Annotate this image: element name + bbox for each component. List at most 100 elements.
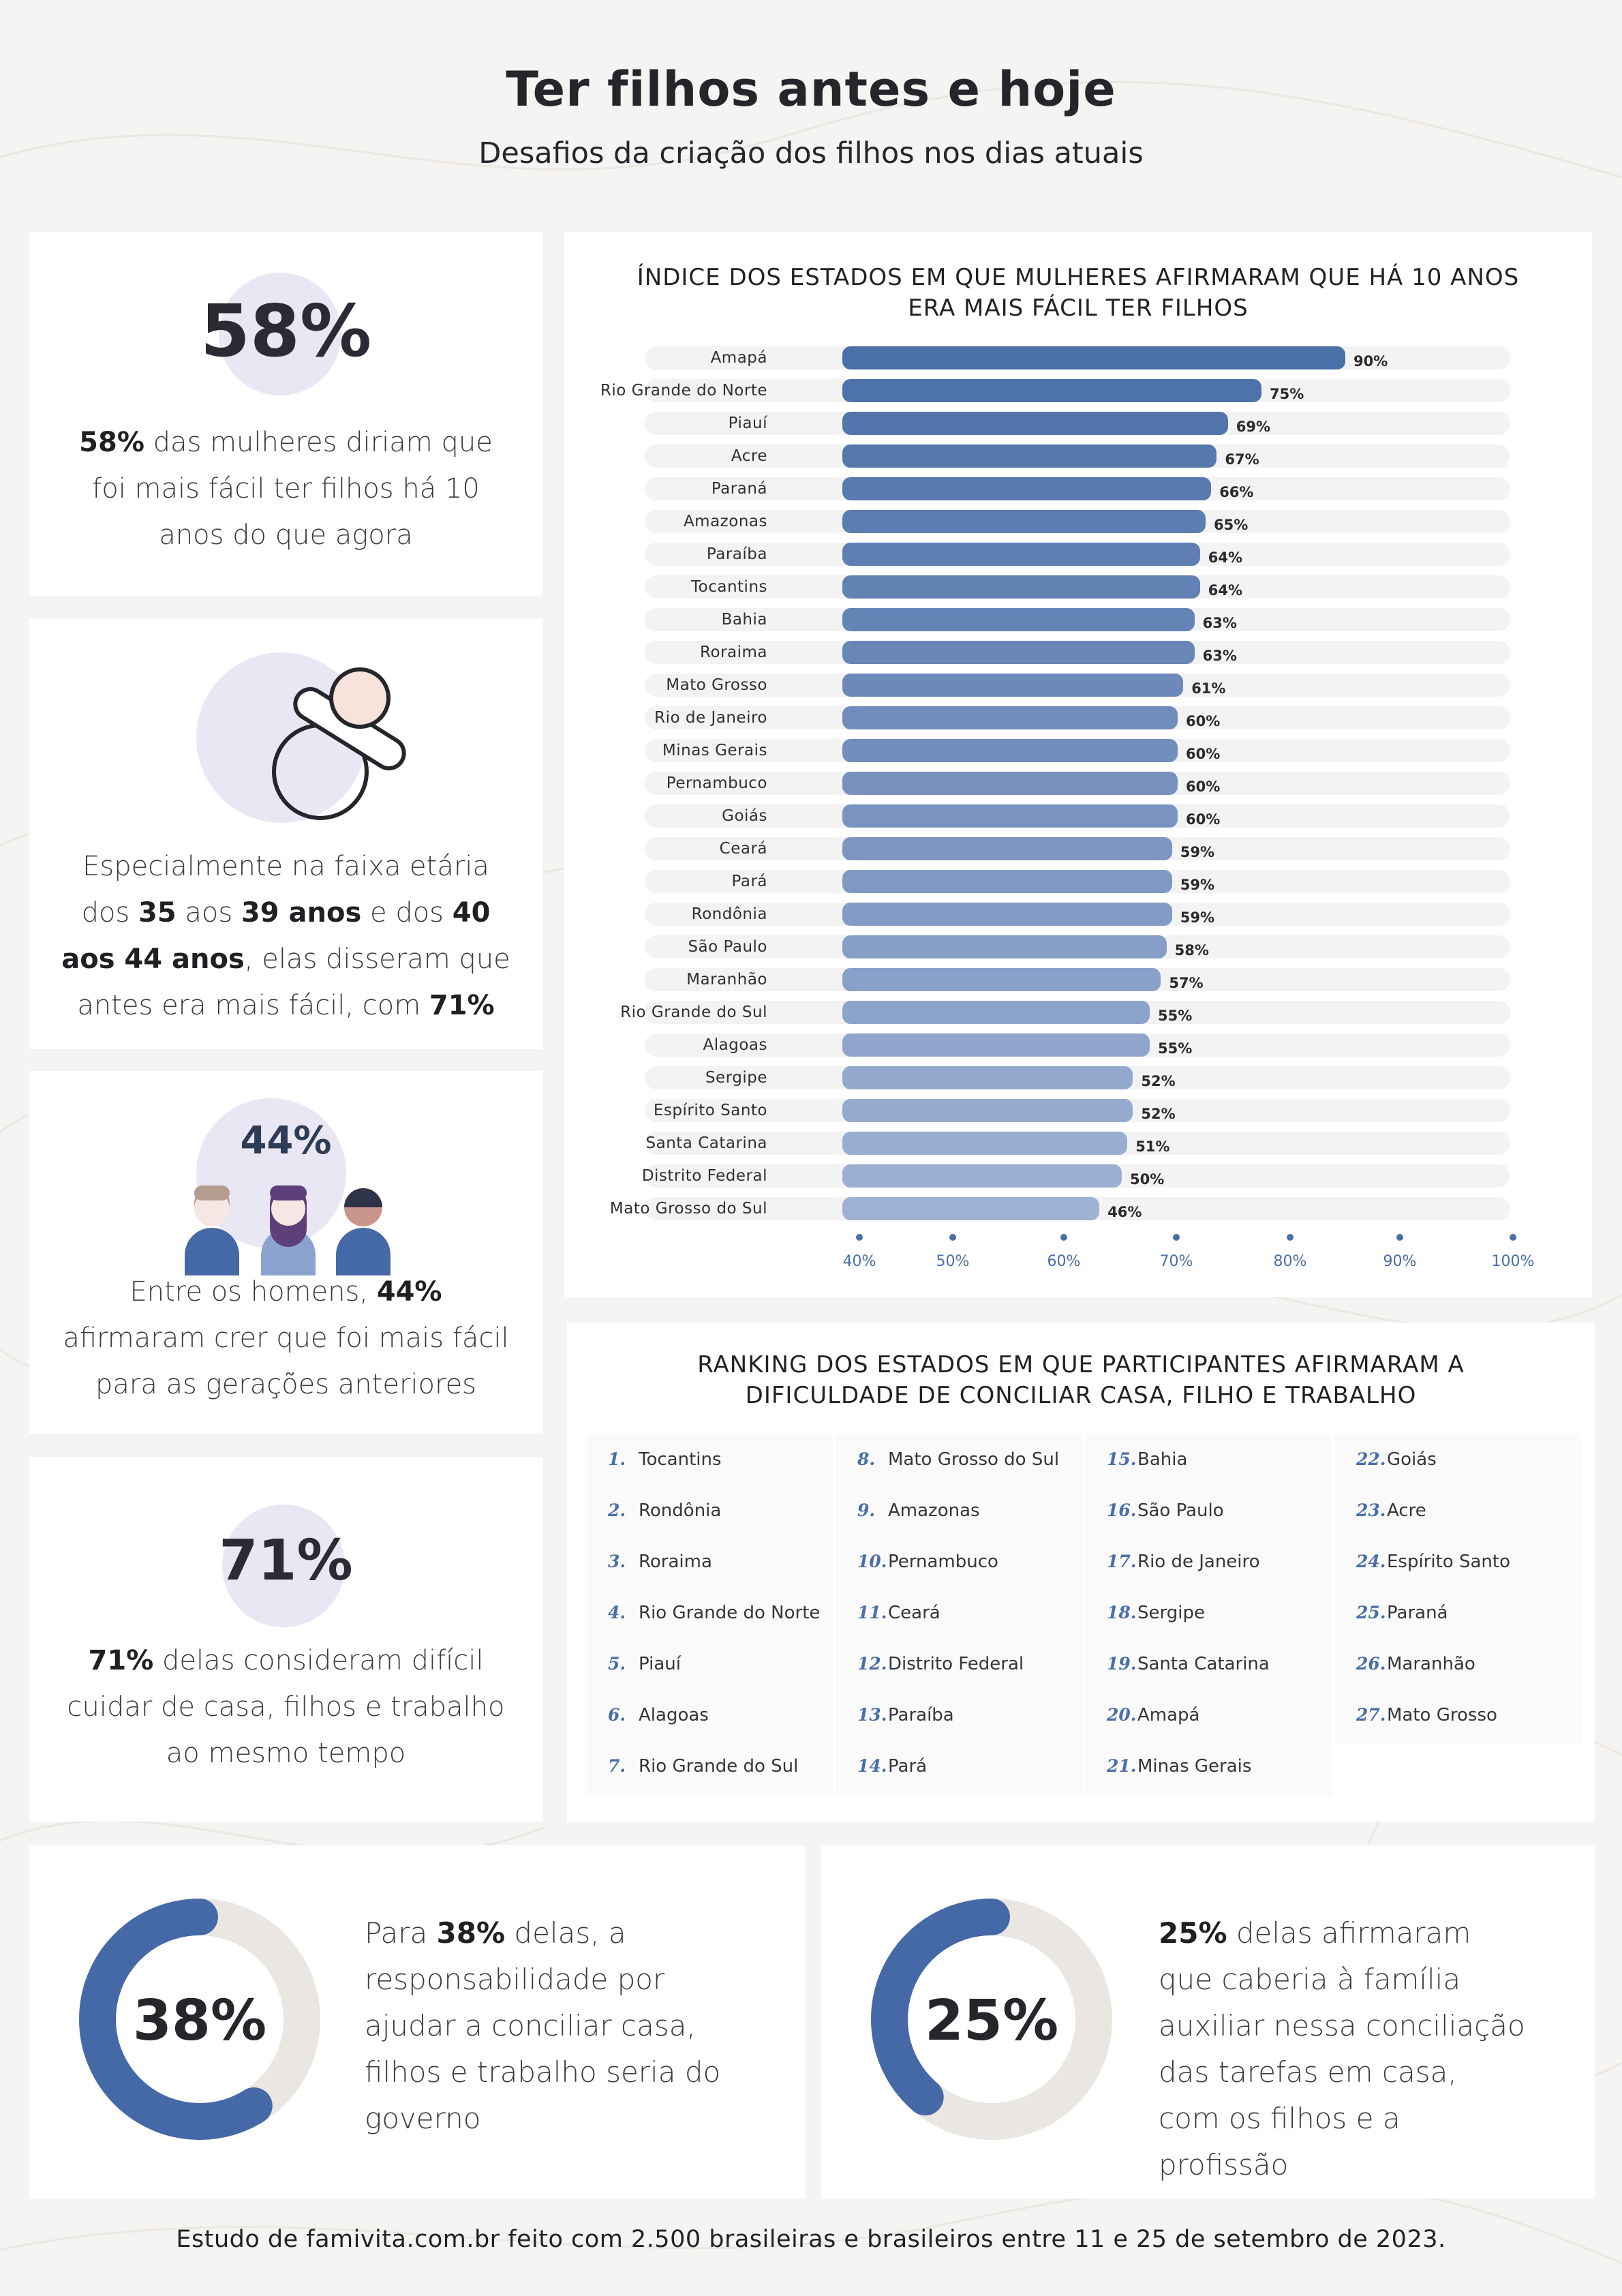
- bar-fill: [842, 510, 1206, 533]
- ranking-column: [1334, 1434, 1581, 1744]
- pacifier-icon: [272, 667, 406, 820]
- bar-fill: [842, 1033, 1150, 1057]
- people-icon: [185, 1185, 391, 1275]
- donut-card-25: 25% 25% delas afirmaram que caberia à fa…: [821, 1845, 1595, 2199]
- ranking-state: Espírito Santo: [1387, 1552, 1510, 1572]
- bar-row: Rio Grande do Sul 55%: [620, 1001, 1510, 1024]
- stat-value: 44%: [240, 1119, 332, 1163]
- bar-row: Rondônia 59%: [645, 903, 1510, 926]
- ranking-state: Piauí: [639, 1654, 681, 1674]
- bar-row: Acre 67%: [645, 444, 1510, 468]
- age-group-card: Especialmente na faixa etária dos 35 aos…: [29, 618, 542, 1049]
- bar-value-label: 50%: [1130, 1171, 1165, 1188]
- ranking-number: 10.: [857, 1552, 887, 1571]
- ranking-state: Distrito Federal: [888, 1654, 1024, 1674]
- ranking-item: 13.Paraíba: [857, 1689, 954, 1740]
- ranking-number: 7.: [608, 1756, 626, 1776]
- bar-label: Maranhão: [686, 971, 767, 988]
- bar-row: Mato Grosso do Sul 46%: [610, 1197, 1510, 1220]
- bar-value-label: 61%: [1191, 680, 1226, 697]
- bar-row: Santa Catarina 51%: [645, 1132, 1510, 1155]
- bar-fill: [842, 1164, 1122, 1188]
- bar-value-label: 64%: [1208, 549, 1243, 566]
- bar-fill: [842, 772, 1178, 795]
- bar-row: Amapá 90%: [645, 346, 1510, 369]
- bar-fill: [842, 870, 1172, 893]
- bar-value-label: 59%: [1180, 909, 1215, 926]
- bar-row: Pará 59%: [645, 870, 1510, 893]
- bar-row: Roraima 63%: [645, 641, 1510, 664]
- ranking-item: 1. Tocantins: [608, 1434, 722, 1485]
- ranking-number: 4.: [608, 1603, 626, 1622]
- ranking-item: 24.Espírito Santo: [1356, 1536, 1510, 1587]
- states-bar-chart: ÍNDICE DOS ESTADOS EM QUE MULHERES AFIRM…: [564, 232, 1592, 1297]
- ranking-state: Rio de Janeiro: [1137, 1552, 1260, 1572]
- bar-fill: [842, 837, 1172, 860]
- donut-value: 25%: [924, 1989, 1059, 2053]
- donut-chart-25: [871, 1899, 1112, 2140]
- bold-part: 40 aos 44 anos: [61, 897, 491, 975]
- bar-fill: [842, 706, 1178, 729]
- axis-tick-dot: [949, 1234, 956, 1241]
- bar-label: Amazonas: [683, 513, 767, 530]
- ranking-number: 5.: [608, 1654, 626, 1674]
- ranking-number: 25.: [1356, 1603, 1386, 1622]
- ranking-title: RANKING DOS ESTADOS EM QUE PARTICIPANTES…: [697, 1351, 1465, 1409]
- bar-label: Acre: [731, 447, 767, 465]
- stat-description: 71% delas consideram difícil cuidar de c…: [50, 1637, 522, 1777]
- bar-value-label: 60%: [1186, 713, 1221, 729]
- bar-row: Paraná 66%: [645, 477, 1510, 500]
- axis-tick-label: 90%: [1383, 1253, 1417, 1270]
- ranking-number: 11.: [857, 1603, 887, 1622]
- bar-label: Rio de Janeiro: [654, 709, 767, 727]
- ranking-state: Alagoas: [639, 1705, 709, 1725]
- text-part: e dos: [361, 897, 453, 928]
- bar-fill: [842, 739, 1178, 762]
- axis-tick-dot: [856, 1234, 863, 1241]
- text-part: Para: [365, 1916, 437, 1950]
- bold-part: 71%: [429, 990, 495, 1021]
- stat-card-71: 71% 71% delas consideram difícil cuidar …: [29, 1457, 542, 1822]
- text-part: Entre os homens,: [129, 1276, 377, 1308]
- ranking-state: Paraíba: [888, 1705, 954, 1725]
- axis-tick-label: 50%: [936, 1253, 970, 1270]
- bar-row: Minas Gerais 60%: [645, 739, 1510, 762]
- ranking-item: 10.Pernambuco: [857, 1536, 998, 1587]
- ranking-column: [836, 1434, 1082, 1795]
- bar-value-label: 63%: [1202, 648, 1237, 664]
- bar-label: Mato Grosso do Sul: [609, 1200, 767, 1218]
- bold-part: 35: [138, 897, 177, 928]
- bar-row: Paraíba 64%: [645, 543, 1510, 566]
- bar-value-label: 60%: [1186, 811, 1221, 828]
- ranking-number: 23.: [1356, 1500, 1386, 1520]
- bar-label: Rio Grande do Sul: [620, 1003, 767, 1021]
- bar-fill: [842, 641, 1195, 664]
- page-header: Ter filhos antes e hoje Desafios da cria…: [0, 61, 1622, 170]
- stat-value: 58%: [200, 290, 372, 373]
- ranking-number: 6.: [608, 1705, 626, 1725]
- ranking-item: 7. Rio Grande do Sul: [608, 1740, 798, 1792]
- axis-tick-dot: [1396, 1234, 1403, 1241]
- bold-part: 44%: [376, 1276, 442, 1308]
- bar-value-label: 59%: [1180, 844, 1215, 860]
- bar-label: Bahia: [721, 611, 767, 629]
- bar-fill: [842, 379, 1261, 402]
- bar-label: Mato Grosso: [666, 676, 767, 694]
- ranking-item: 27.Mato Grosso: [1356, 1689, 1497, 1740]
- bar-label: Rio Grande do Norte: [600, 382, 767, 399]
- axis-tick-dot: [1173, 1234, 1180, 1241]
- ranking-item: 18.Sergipe: [1107, 1587, 1205, 1638]
- ranking-item: 26.Maranhão: [1356, 1638, 1475, 1689]
- ranking-item: 9. Amazonas: [857, 1485, 980, 1536]
- bar-value-label: 69%: [1236, 419, 1271, 435]
- bar-value-label: 55%: [1158, 1008, 1193, 1024]
- ranking-number: 12.: [857, 1654, 887, 1674]
- text-part: delas, a responsabilidade por ajudar a c…: [365, 1916, 721, 2135]
- bar-label: Amapá: [710, 349, 767, 367]
- bar-fill: [842, 444, 1217, 468]
- ranking-item: 17.Rio de Janeiro: [1107, 1536, 1260, 1587]
- bar-value-label: 60%: [1186, 779, 1221, 795]
- bar-fill: [842, 968, 1161, 991]
- ranking-item: 21.Minas Gerais: [1107, 1740, 1251, 1792]
- men-card: 44% Entre os homens, 44% afirmaram crer …: [29, 1071, 542, 1434]
